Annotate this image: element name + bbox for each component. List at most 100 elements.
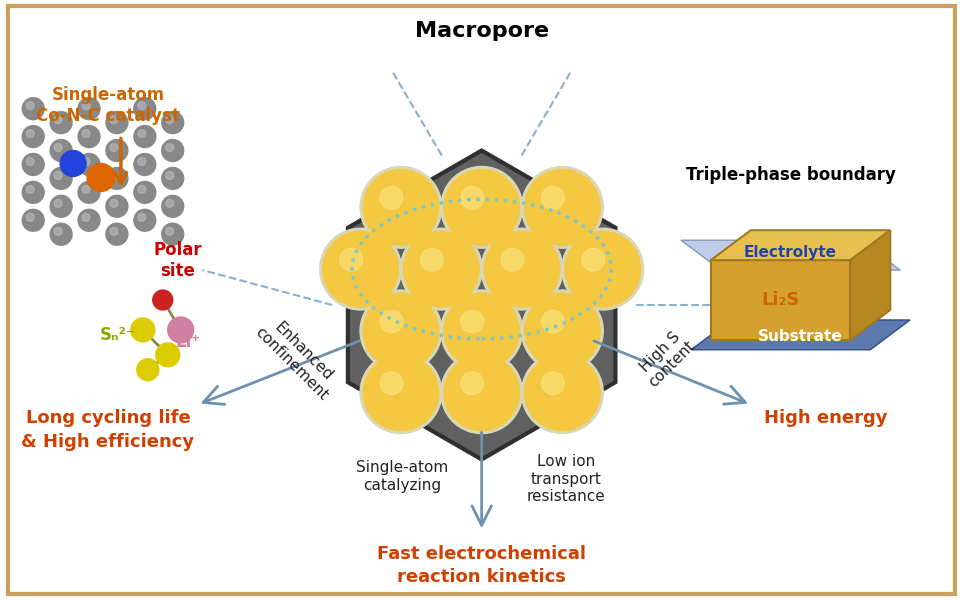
Text: Single-atom
catalyzing: Single-atom catalyzing [356,460,448,493]
Circle shape [106,223,128,245]
Polygon shape [348,151,615,460]
Circle shape [22,181,44,203]
Circle shape [562,228,643,310]
Circle shape [22,125,44,148]
Text: Polar
site: Polar site [154,241,202,280]
Polygon shape [710,230,890,260]
Circle shape [138,130,146,137]
Text: Macropore: Macropore [415,21,549,41]
Circle shape [524,293,600,369]
Text: Enhanced
confinement: Enhanced confinement [252,313,343,403]
Circle shape [50,196,72,217]
Circle shape [78,98,100,119]
Circle shape [380,187,403,209]
Circle shape [78,125,100,148]
Circle shape [82,101,90,110]
Circle shape [110,227,118,235]
Circle shape [22,154,44,175]
Text: Fast electrochemical: Fast electrochemical [377,545,587,563]
Circle shape [363,169,439,245]
Circle shape [441,290,522,372]
Circle shape [168,317,194,343]
Circle shape [166,116,174,124]
Circle shape [162,223,183,245]
Circle shape [87,163,115,191]
Circle shape [360,290,442,372]
Circle shape [54,227,62,235]
Text: Sₙ²⁻: Sₙ²⁻ [100,326,135,344]
Circle shape [444,169,519,245]
Circle shape [60,151,86,176]
Circle shape [521,166,603,248]
Circle shape [380,372,403,395]
Circle shape [162,140,183,161]
Circle shape [78,181,100,203]
Circle shape [400,228,482,310]
Circle shape [26,157,35,166]
Circle shape [138,157,146,166]
Circle shape [26,130,35,137]
Polygon shape [681,240,900,270]
Circle shape [138,101,146,110]
Circle shape [153,290,173,310]
Circle shape [162,167,183,190]
Circle shape [363,293,439,369]
Circle shape [50,140,72,161]
Circle shape [78,209,100,231]
Circle shape [106,167,128,190]
Circle shape [106,112,128,134]
Circle shape [564,231,640,307]
Circle shape [323,231,398,307]
Circle shape [50,112,72,134]
Circle shape [110,143,118,152]
Circle shape [54,172,62,179]
Circle shape [340,248,363,271]
Circle shape [481,228,563,310]
Circle shape [162,112,183,134]
Circle shape [110,199,118,208]
Circle shape [444,355,519,431]
Circle shape [78,154,100,175]
Circle shape [420,248,444,271]
Circle shape [162,196,183,217]
Circle shape [166,172,174,179]
Circle shape [524,169,600,245]
Circle shape [138,185,146,193]
Circle shape [133,181,156,203]
Circle shape [50,167,72,190]
Circle shape [133,125,156,148]
Circle shape [22,209,44,231]
Circle shape [110,116,118,124]
Circle shape [106,140,128,161]
Circle shape [166,143,174,152]
Circle shape [403,231,479,307]
Circle shape [541,187,564,209]
Circle shape [138,214,146,221]
Circle shape [363,355,439,431]
Circle shape [166,199,174,208]
Circle shape [110,172,118,179]
Circle shape [521,290,603,372]
Circle shape [54,199,62,208]
Text: Substrate: Substrate [758,329,843,344]
Text: Triple-phase boundary: Triple-phase boundary [685,166,896,184]
Circle shape [166,227,174,235]
Circle shape [22,98,44,119]
Circle shape [54,116,62,124]
Circle shape [501,248,524,271]
Circle shape [82,130,90,137]
Circle shape [50,223,72,245]
Circle shape [133,209,156,231]
Text: Li⁺: Li⁺ [175,333,201,351]
Circle shape [461,187,484,209]
Circle shape [133,154,156,175]
Circle shape [82,157,90,166]
Circle shape [360,166,442,248]
Text: High energy: High energy [764,409,887,427]
Circle shape [582,248,605,271]
Circle shape [54,143,62,152]
Circle shape [156,343,180,367]
Circle shape [26,185,35,193]
Polygon shape [691,320,910,350]
Polygon shape [710,260,851,340]
